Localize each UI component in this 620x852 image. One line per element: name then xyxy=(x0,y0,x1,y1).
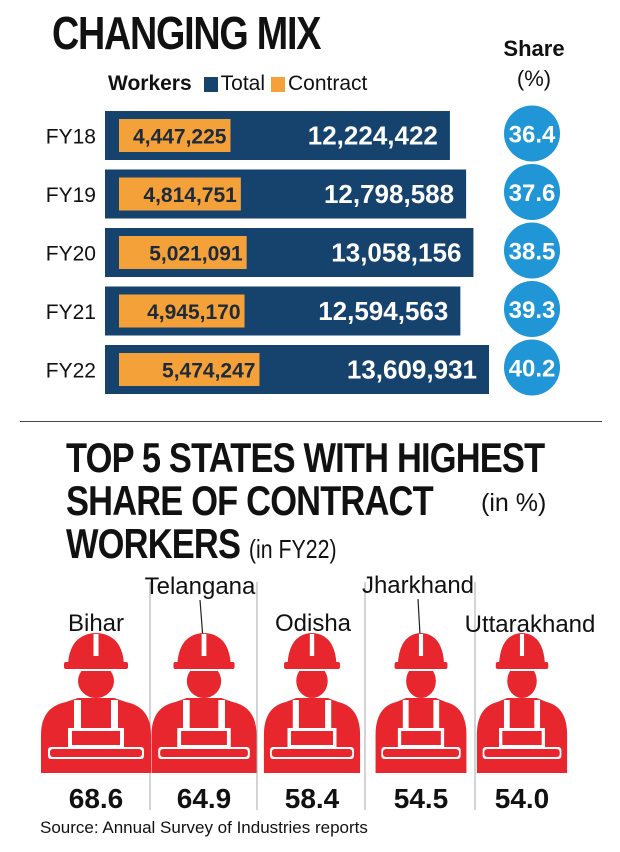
share-header: Share (%) xyxy=(494,34,574,94)
name-pointer-line xyxy=(311,636,314,653)
contract-value-label: 5,474,247 xyxy=(162,360,255,383)
bar-contract xyxy=(119,119,231,152)
states-unit: (in %) xyxy=(481,489,547,517)
state-name-label: Odisha xyxy=(275,610,352,637)
bar-contract xyxy=(119,236,247,269)
share-bubble xyxy=(504,164,560,220)
state-value-label: 68.6 xyxy=(69,783,124,814)
share-value-label: 39.3 xyxy=(509,297,556,324)
chart-title: CHANGING MIX xyxy=(52,7,321,59)
share-bubble xyxy=(504,281,560,337)
legend-swatch-contract xyxy=(271,76,286,92)
category-label: FY22 xyxy=(46,360,96,383)
category-label: FY21 xyxy=(46,301,96,324)
worker-icon xyxy=(41,633,151,773)
contract-value-label: 4,945,170 xyxy=(147,301,240,324)
state-name-label: Jharkhand xyxy=(362,572,474,599)
state-value-label: 54.0 xyxy=(495,783,550,814)
worker-icon xyxy=(263,633,361,773)
states-subtitle: (in FY22) xyxy=(248,534,337,564)
total-value-label: 13,609,931 xyxy=(347,355,477,385)
category-label: FY20 xyxy=(46,243,96,266)
bar-chart-svg: FY18 4,447,225 12,224,422 36.4 FY19 4,814,751… xyxy=(46,105,560,396)
share-value-label: 38.5 xyxy=(509,239,556,266)
share-value-label: 37.6 xyxy=(509,180,556,207)
contract-value-label: 5,021,091 xyxy=(149,243,243,266)
state-name-label: Telangana xyxy=(145,573,256,600)
legend: Workers Total Contract xyxy=(108,72,367,96)
contract-value-label: 4,814,751 xyxy=(143,184,237,207)
legend-label-contract: Contract xyxy=(288,72,368,95)
states-title: TOP 5 STATES WITH HIGHEST SHARE OF CONTR… xyxy=(66,434,545,571)
share-value-label: 36.4 xyxy=(509,122,556,149)
legend-lead: Workers xyxy=(108,72,192,95)
states-title-line-3: WORKERS xyxy=(66,520,241,567)
share-bubble xyxy=(504,105,560,162)
share-header-label: Share xyxy=(503,36,565,61)
category-label: FY19 xyxy=(46,184,96,207)
name-pointer-line xyxy=(417,598,422,653)
bar-contract xyxy=(119,294,245,328)
section-divider xyxy=(20,421,602,422)
total-value-label: 12,798,588 xyxy=(324,179,454,209)
total-value-label: 12,224,422 xyxy=(308,121,438,151)
name-pointer-line xyxy=(199,599,205,653)
share-bubble xyxy=(504,222,560,279)
worker-icon xyxy=(375,633,467,773)
legend-swatch-total xyxy=(203,76,218,92)
legend-label-total: Total xyxy=(220,72,266,95)
share-value-label: 40.2 xyxy=(509,356,556,383)
bar-contract xyxy=(119,177,241,211)
bar-contract xyxy=(119,353,260,386)
state-value-label: 54.5 xyxy=(394,783,449,814)
name-pointer-line xyxy=(521,637,531,653)
contract-value-label: 4,447,225 xyxy=(133,126,227,149)
state-value-label: 58.4 xyxy=(285,783,340,814)
state-name-label: Uttarakhand xyxy=(465,611,596,638)
worker-icon xyxy=(151,633,257,773)
total-value-label: 12,594,563 xyxy=(318,296,448,326)
share-bubble xyxy=(504,339,560,396)
states-title-line-1: TOP 5 STATES WITH HIGHEST xyxy=(66,434,545,481)
category-label: FY18 xyxy=(46,126,96,149)
state-name-label: Bihar xyxy=(68,610,124,637)
bar-chart: FY18 4,447,225 12,224,422 36.4 FY19 4,814,751… xyxy=(0,0,620,420)
worker-icon xyxy=(476,633,568,773)
share-header-unit: (%) xyxy=(516,66,552,91)
source-note: Source: Annual Survey of Industries repo… xyxy=(40,818,368,837)
states-title-line-2: SHARE OF CONTRACT xyxy=(66,477,434,524)
state-value-label: 64.9 xyxy=(177,783,232,814)
total-value-label: 13,058,156 xyxy=(331,238,461,268)
